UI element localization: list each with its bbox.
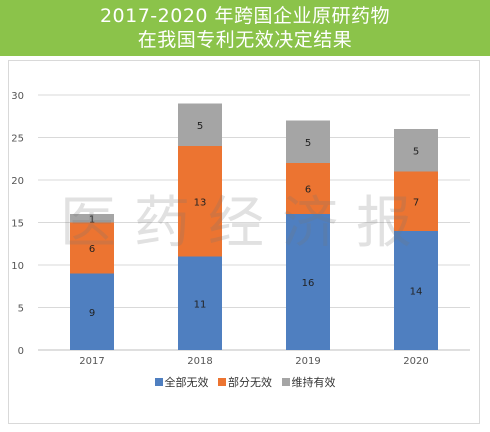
legend-swatch-orange	[218, 378, 226, 386]
y-tick-label: 25	[11, 134, 24, 145]
bar-segment	[286, 214, 330, 350]
data-label: 5	[197, 121, 203, 132]
x-tick-label: 2018	[187, 356, 212, 367]
y-tick-label: 5	[18, 304, 24, 315]
y-tick-label: 0	[18, 346, 24, 357]
x-tick-label: 2020	[403, 356, 428, 367]
legend-label: 维持有效	[291, 376, 336, 389]
data-label: 14	[410, 287, 423, 298]
bar-segment	[178, 103, 222, 146]
data-label: 1	[89, 214, 95, 225]
legend-item-partial-invalid: 部分无效	[218, 374, 272, 390]
bar-segment	[394, 231, 438, 350]
x-tick-label: 2017	[79, 356, 104, 367]
chart-title-line1: 2017-2020 年跨国企业原研药物	[99, 5, 391, 27]
legend-swatch-gray	[281, 378, 290, 386]
bar-segment	[70, 273, 114, 350]
title-banner: 2017-2020 年跨国企业原研药物 在我国专利无效决定结果	[0, 0, 490, 56]
data-label: 6	[305, 185, 311, 196]
bar-segment	[178, 146, 222, 257]
legend-item-all-invalid: 全部无效	[154, 374, 209, 390]
bar-segment	[70, 222, 114, 274]
bar-segment	[286, 163, 330, 214]
data-label: 13	[194, 197, 207, 208]
bar-segment	[394, 129, 438, 172]
chart-title-line2: 在我国专利无效决定结果	[137, 29, 353, 51]
y-tick-label: 15	[11, 219, 24, 230]
bar-segment	[394, 171, 438, 231]
legend-item-upheld: 维持有效	[281, 374, 336, 390]
data-label: 11	[194, 299, 207, 310]
data-label: 5	[413, 146, 419, 157]
y-tick-label: 20	[11, 176, 24, 187]
bar-segment	[286, 120, 330, 163]
y-tick-label: 10	[11, 261, 24, 272]
data-label: 5	[305, 138, 311, 149]
data-label: 16	[302, 278, 315, 289]
bar-segment	[178, 256, 222, 350]
data-label: 6	[89, 244, 95, 255]
chart-legend: 全部无效 部分无效 维持有效	[0, 374, 490, 390]
x-tick-label: 2019	[295, 356, 320, 367]
bar-segment	[70, 214, 114, 223]
legend-label: 全部无效	[164, 376, 209, 389]
data-label: 9	[89, 308, 95, 319]
legend-swatch-blue	[154, 378, 163, 386]
legend-label: 部分无效	[228, 376, 272, 389]
y-tick-label: 30	[11, 91, 24, 102]
data-label: 7	[413, 197, 419, 208]
